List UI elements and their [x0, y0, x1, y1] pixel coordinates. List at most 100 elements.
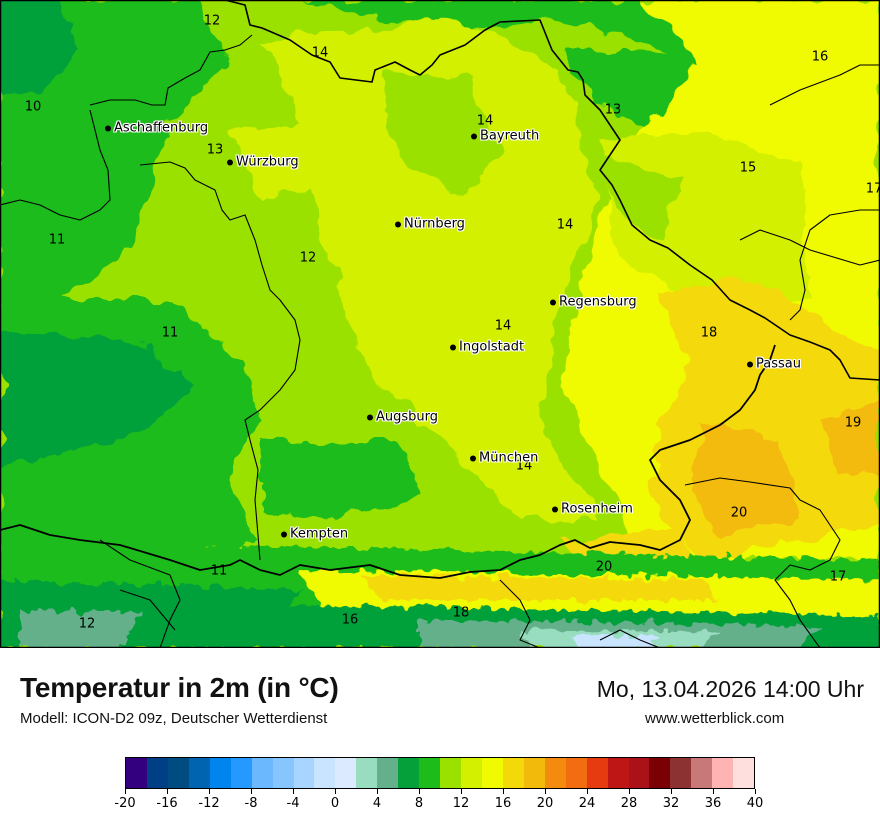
temperature-label: 14	[311, 45, 329, 61]
colorbar-segment	[502, 758, 524, 788]
city-marker: Nürnberg	[395, 217, 465, 232]
colorbar-tick-label: 20	[536, 796, 554, 811]
city-name: Aschaffenburg	[114, 120, 209, 136]
colorbar-tick	[628, 789, 630, 794]
colorbar-tick-label: 36	[704, 796, 722, 811]
colorbar-segment	[293, 758, 315, 788]
temperature-label: 12	[299, 250, 317, 266]
colorbar-tick	[292, 789, 294, 794]
temperature-label: 13	[604, 102, 622, 118]
city-dot-icon	[550, 299, 556, 305]
colorbar-tick	[124, 789, 126, 794]
colorbar-segment	[523, 758, 545, 788]
colorbar-tick	[334, 789, 336, 794]
colorbar-segment	[377, 758, 399, 788]
colorbar-segment	[398, 758, 420, 788]
colorbar-segment	[481, 758, 503, 788]
temperature-label: 14	[515, 458, 533, 474]
colorbar-tick	[670, 789, 672, 794]
city-marker: Passau	[747, 357, 801, 372]
temperature-label: 11	[48, 232, 66, 248]
temperature-colorbar	[125, 757, 755, 789]
city-marker: München	[470, 451, 538, 466]
city-marker: Augsburg	[367, 410, 438, 425]
temperature-label: 12	[78, 616, 96, 632]
colorbar-segment	[691, 758, 713, 788]
model-info: Modell: ICON-D2 09z, Deutscher Wetterdie…	[20, 710, 328, 727]
colorbar-tick-label: -4	[286, 796, 300, 811]
colorbar-tick	[208, 789, 210, 794]
temperature-label: 20	[595, 559, 613, 575]
city-name: Würzburg	[236, 154, 299, 170]
colorbar-tick-label: 8	[414, 796, 424, 811]
colorbar-tick-label: 12	[452, 796, 470, 811]
temperature-label: 14	[476, 113, 494, 129]
temperature-label: 11	[161, 325, 179, 341]
colorbar-tick-label: 4	[372, 796, 382, 811]
city-marker: Regensburg	[550, 295, 637, 310]
city-dot-icon	[281, 531, 287, 537]
colorbar-segment	[146, 758, 168, 788]
city-dot-icon	[105, 125, 111, 131]
temperature-label: 12	[203, 13, 221, 29]
city-dot-icon	[227, 159, 233, 165]
city-marker: Bayreuth	[471, 129, 539, 144]
city-dot-icon	[367, 414, 373, 420]
temperature-field	[0, 0, 880, 648]
city-name: Rosenheim	[561, 501, 633, 517]
city-name: Nürnberg	[404, 216, 465, 232]
colorbar-tick	[166, 789, 168, 794]
temperature-label: 13	[206, 142, 224, 158]
colorbar-tick-label: -20	[114, 796, 136, 811]
temperature-label: 10	[24, 99, 42, 115]
city-marker: Würzburg	[227, 155, 299, 170]
map-title: Temperatur in 2m (in °C)	[20, 672, 339, 703]
colorbar-segment	[544, 758, 566, 788]
colorbar-tick-label: 40	[746, 796, 764, 811]
colorbar-tick	[418, 789, 420, 794]
colorbar-segment	[167, 758, 189, 788]
colorbar-tick-label: 32	[662, 796, 680, 811]
city-name: Augsburg	[376, 409, 439, 425]
colorbar-segment	[251, 758, 273, 788]
temperature-label: 18	[700, 325, 718, 341]
colorbar-tick	[754, 789, 756, 794]
colorbar-segment	[649, 758, 671, 788]
colorbar-tick-label: 24	[578, 796, 596, 811]
colorbar-segment	[209, 758, 231, 788]
temperature-label: 17	[829, 569, 847, 585]
temperature-label: 14	[494, 318, 512, 334]
city-name: Ingolstadt	[459, 339, 525, 355]
colorbar-tick	[460, 789, 462, 794]
temperature-label: 19	[844, 415, 862, 431]
colorbar-tick	[544, 789, 546, 794]
colorbar-segment	[272, 758, 294, 788]
city-dot-icon	[552, 506, 558, 512]
colorbar-segment	[628, 758, 650, 788]
colorbar-segment	[440, 758, 461, 788]
colorbar-segment	[356, 758, 378, 788]
temperature-label: 17	[865, 181, 880, 197]
colorbar-tick	[250, 789, 252, 794]
city-dot-icon	[450, 344, 456, 350]
city-dot-icon	[470, 455, 476, 461]
city-marker: Ingolstadt	[450, 340, 524, 355]
temperature-map: 12 14 10 13 11 12 11 14 13 16 15 17 14 14 18 19 14 20 20 17…	[0, 0, 880, 648]
colorbar-tick	[586, 789, 588, 794]
city-name: München	[479, 450, 539, 466]
colorbar-tick-label: -8	[244, 796, 258, 811]
colorbar-tick-label: -12	[198, 796, 220, 811]
colorbar-tick-label: 16	[494, 796, 512, 811]
colorbar-segment	[126, 758, 147, 788]
city-dot-icon	[395, 221, 401, 227]
colorbar-segment	[712, 758, 734, 788]
website-link[interactable]: www.wetterblick.com	[645, 710, 785, 727]
city-name: Passau	[756, 356, 801, 372]
temperature-label: 11	[210, 563, 228, 579]
temperature-label: 16	[341, 612, 359, 628]
colorbar-ticks: -20 -16 -12 -8 -4 0 4 8 12 16 20 24 28 32 36 40	[114, 789, 763, 819]
colorbar-segment	[461, 758, 482, 788]
temperature-label: 15	[739, 160, 757, 176]
valid-datetime: Mo, 13.04.2026 14:00 Uhr	[596, 676, 864, 702]
colorbar-segment	[188, 758, 210, 788]
